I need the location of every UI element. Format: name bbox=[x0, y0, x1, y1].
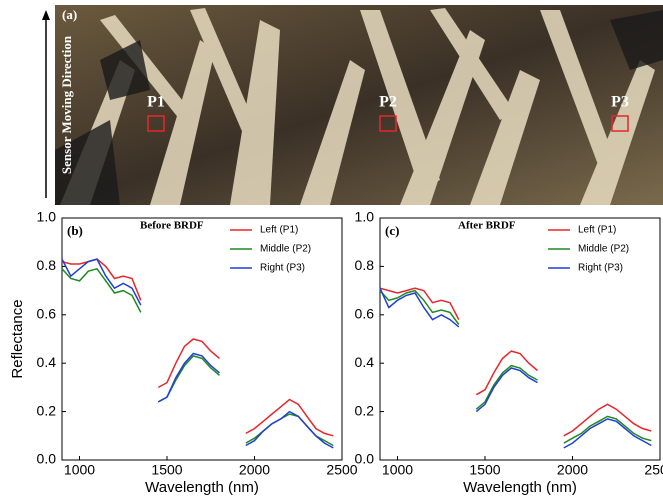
y-tick-label: 1.0 bbox=[37, 209, 57, 225]
panel-label: (c) bbox=[385, 223, 399, 238]
chart-title: After BRDF bbox=[458, 220, 516, 232]
legend-label: Middle (P2) bbox=[578, 244, 629, 255]
series-line bbox=[379, 289, 652, 444]
panel-label: (b) bbox=[67, 223, 83, 238]
point-label: P3 bbox=[611, 94, 629, 111]
legend-label: Middle (P2) bbox=[260, 244, 311, 255]
arrow-head bbox=[42, 10, 50, 20]
series-line bbox=[379, 287, 652, 449]
photo-shadows bbox=[55, 10, 663, 205]
series-line bbox=[379, 287, 652, 437]
chart-title: Before BRDF bbox=[140, 220, 204, 232]
legend-label: Left (P1) bbox=[578, 225, 616, 236]
y-tick-label: 0.6 bbox=[37, 306, 57, 322]
legend-label: Left (P1) bbox=[260, 225, 298, 236]
x-tick-label: 1000 bbox=[64, 462, 95, 478]
y-tick-label: 0.4 bbox=[355, 354, 375, 370]
y-tick-label: 0.0 bbox=[37, 451, 57, 467]
y-axis-label: Reflectance bbox=[9, 299, 26, 378]
x-tick-label: 2000 bbox=[557, 462, 588, 478]
point-label: P2 bbox=[379, 94, 397, 111]
point-label: P1 bbox=[147, 94, 165, 111]
legend-label: Right (P3) bbox=[578, 263, 623, 274]
x-axis-label: Wavelength (nm) bbox=[145, 479, 259, 496]
y-tick-label: 0.4 bbox=[37, 354, 57, 370]
series-line bbox=[61, 267, 334, 447]
point-box bbox=[147, 115, 165, 132]
photo-panel-label: (a) bbox=[62, 7, 77, 22]
y-tick-label: 0.2 bbox=[355, 402, 375, 418]
x-tick-label: 2500 bbox=[644, 462, 663, 478]
plot-frame bbox=[379, 217, 661, 461]
point-box bbox=[611, 115, 629, 132]
legend-label: Right (P3) bbox=[260, 263, 305, 274]
x-tick-label: 2000 bbox=[239, 462, 270, 478]
x-tick-label: 1500 bbox=[469, 462, 500, 478]
arrow-label: Sensor Moving Direction bbox=[59, 35, 74, 174]
y-tick-label: 0.2 bbox=[37, 402, 57, 418]
y-tick-label: 0.8 bbox=[37, 257, 57, 273]
series-line bbox=[61, 258, 334, 449]
x-tick-label: 1000 bbox=[382, 462, 413, 478]
x-axis-label: Wavelength (nm) bbox=[463, 479, 577, 496]
y-tick-label: 0.8 bbox=[355, 257, 375, 273]
y-tick-label: 0.6 bbox=[355, 306, 375, 322]
y-tick-label: 0.0 bbox=[355, 451, 375, 467]
series-line bbox=[61, 258, 334, 437]
photo bbox=[55, 5, 663, 205]
x-tick-label: 2500 bbox=[326, 462, 357, 478]
x-tick-label: 1500 bbox=[151, 462, 182, 478]
plot-frame bbox=[61, 217, 343, 461]
y-tick-label: 1.0 bbox=[355, 209, 375, 225]
point-box bbox=[379, 115, 397, 132]
